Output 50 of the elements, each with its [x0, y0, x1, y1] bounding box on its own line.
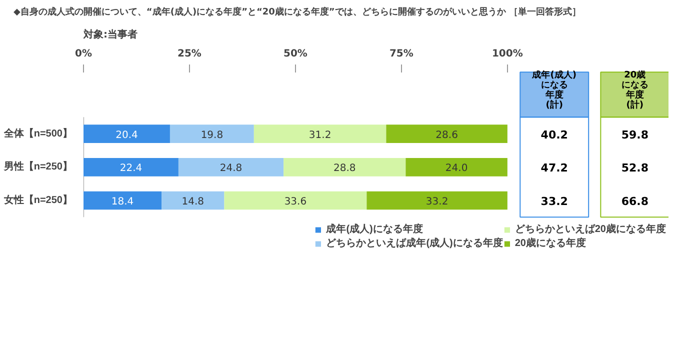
data-label: 18.4	[111, 196, 134, 208]
y-tick-label: 女性【n=250】	[2, 194, 73, 206]
bar	[284, 158, 406, 176]
y-tick-label: 男性【n=250】	[2, 160, 73, 173]
text: 66.8	[621, 195, 648, 208]
data-label: 31.2	[308, 130, 332, 141]
bar	[406, 158, 508, 176]
data-label: 28.6	[436, 130, 458, 141]
data-label: 33.2	[426, 196, 448, 208]
x-tick-label: 25%	[178, 48, 202, 60]
text: 年度	[624, 90, 644, 100]
bar	[170, 124, 254, 143]
data-label: 24.0	[445, 163, 468, 174]
text: になる	[621, 80, 648, 90]
data-label: 28.8	[334, 163, 356, 174]
text: 33.2	[540, 195, 568, 208]
data-label: 22.4	[120, 163, 142, 174]
bar	[162, 191, 224, 210]
bar	[224, 191, 367, 210]
data-label: 20.4	[116, 130, 138, 141]
legend-label: 成年(成人)になる年度	[326, 222, 423, 236]
chart-subtitle: 対象:当事者	[82, 28, 138, 40]
text: 年度	[544, 90, 564, 100]
text: 52.8	[621, 162, 648, 175]
bar	[178, 158, 284, 176]
x-tick-label: 75%	[389, 48, 414, 60]
bar	[84, 191, 162, 210]
legend-label: 20歳になる年度	[514, 236, 586, 250]
bar	[366, 191, 508, 210]
text: (計)	[546, 100, 563, 110]
bar	[84, 124, 170, 143]
data-label: 19.8	[200, 130, 224, 141]
data-label: 24.8	[220, 163, 242, 174]
y-tick-label: 全体【n=500】	[2, 127, 73, 140]
text: 47.2	[540, 162, 568, 175]
text: になる	[540, 80, 568, 90]
text: 59.8	[621, 128, 648, 142]
bar	[84, 158, 178, 176]
text: 40.2	[540, 128, 568, 142]
bar	[254, 124, 386, 143]
legend-label: どちらかといえば20歳になる年度	[514, 222, 666, 236]
x-tick-label: 0%	[75, 48, 92, 60]
text: (計)	[626, 100, 644, 110]
data-label: 14.8	[182, 196, 204, 208]
legend-label: どちらかといえば成年(成人)になる年度	[326, 236, 503, 250]
data-label: 33.6	[284, 196, 307, 208]
x-tick-label: 50%	[283, 48, 308, 60]
x-tick-label: 100%	[492, 48, 523, 60]
bar	[386, 124, 508, 143]
chart-title: ◆自身の成人式の開催について、“成年(成人)になる年度”と“20歳になる年度”では、どちらに開催するのがいいと思うか ［単一回答形式］	[14, 6, 581, 18]
